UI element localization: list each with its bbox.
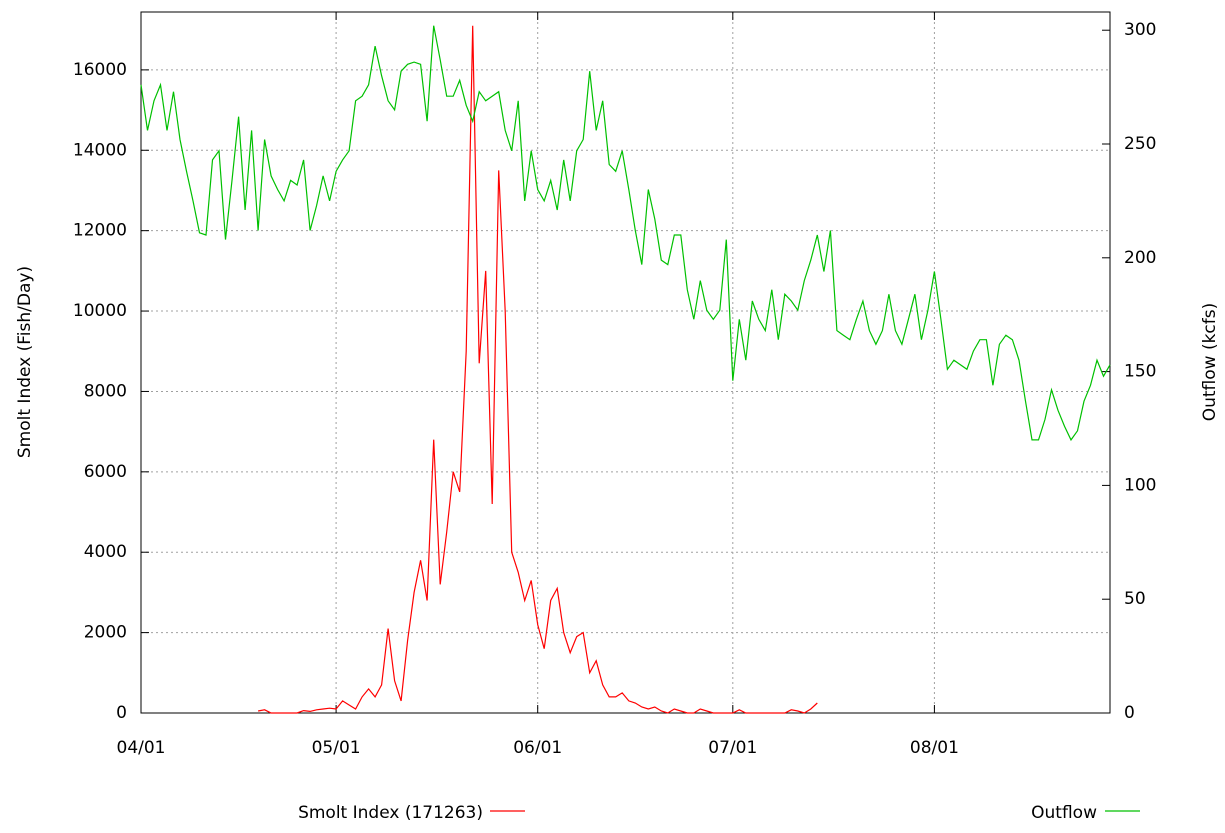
y-tick-label: 6000 (84, 462, 127, 482)
y-tick-label: 2000 (84, 623, 127, 643)
y-tick-label: 0 (116, 703, 127, 723)
y2-tick-label: 150 (1124, 362, 1156, 382)
y-tick-label: 12000 (73, 221, 127, 241)
y-tick-label: 10000 (73, 301, 127, 321)
legend-label: Outflow (1031, 803, 1097, 823)
x-tick-label: 08/01 (910, 738, 959, 758)
legend-label: Smolt Index (171263) (298, 803, 483, 823)
series-line (257, 25, 818, 714)
x-tick-label: 05/01 (312, 738, 361, 758)
series-line (140, 25, 1111, 442)
y-tick-label: 8000 (84, 381, 127, 401)
y2-tick-label: 200 (1124, 248, 1156, 268)
y-axis-label: Smolt Index (Fish/Day) (15, 266, 35, 458)
y2-tick-label: 250 (1124, 134, 1156, 154)
y2-tick-label: 300 (1124, 20, 1156, 40)
y2-tick-label: 100 (1124, 475, 1156, 495)
y-tick-label: 4000 (84, 542, 127, 562)
x-tick-label: 07/01 (708, 738, 757, 758)
plot-frame (140, 11, 1111, 714)
y2-tick-label: 50 (1124, 589, 1146, 609)
y2-axis-label: Outflow (kcfs) (1200, 303, 1220, 422)
y-tick-label: 14000 (73, 140, 127, 160)
y2-tick-label: 0 (1124, 703, 1135, 723)
y-tick-label: 16000 (73, 60, 127, 80)
x-tick-label: 06/01 (513, 738, 562, 758)
x-tick-label: 04/01 (117, 738, 166, 758)
